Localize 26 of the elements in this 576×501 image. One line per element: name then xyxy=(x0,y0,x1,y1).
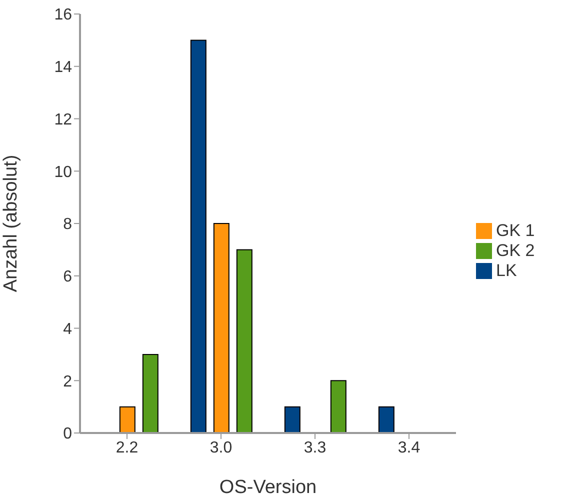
y-tick-label: 14 xyxy=(54,59,72,76)
x-tick-label: 3.0 xyxy=(210,439,232,456)
y-tick-label: 4 xyxy=(63,320,72,338)
x-tick-label: 3.3 xyxy=(304,439,326,456)
bar xyxy=(190,40,206,433)
legend-label: GK 1 xyxy=(496,220,535,240)
y-tick-label: 0 xyxy=(63,426,72,443)
bar xyxy=(378,406,394,433)
y-tick-label: 12 xyxy=(54,111,72,128)
y-tick-label: 2 xyxy=(63,373,72,390)
bar xyxy=(236,249,252,433)
x-axis-title: OS-Version xyxy=(219,477,317,498)
legend-label: GK 2 xyxy=(496,240,535,260)
bar xyxy=(142,354,158,433)
y-tick-label: 6 xyxy=(63,268,72,286)
bar xyxy=(119,406,136,433)
y-tick-label: 10 xyxy=(54,164,72,181)
bar xyxy=(284,406,300,433)
x-tick-label: 3.4 xyxy=(398,439,420,456)
x-tick-label: 2.2 xyxy=(116,439,138,456)
y-tick-label: 8 xyxy=(63,216,72,234)
y-axis-title: Anzahl (absolut) xyxy=(0,154,22,292)
legend-label: LK xyxy=(496,260,517,280)
bar xyxy=(213,223,230,433)
y-tick-label: 16 xyxy=(54,6,72,24)
bar xyxy=(330,380,346,433)
